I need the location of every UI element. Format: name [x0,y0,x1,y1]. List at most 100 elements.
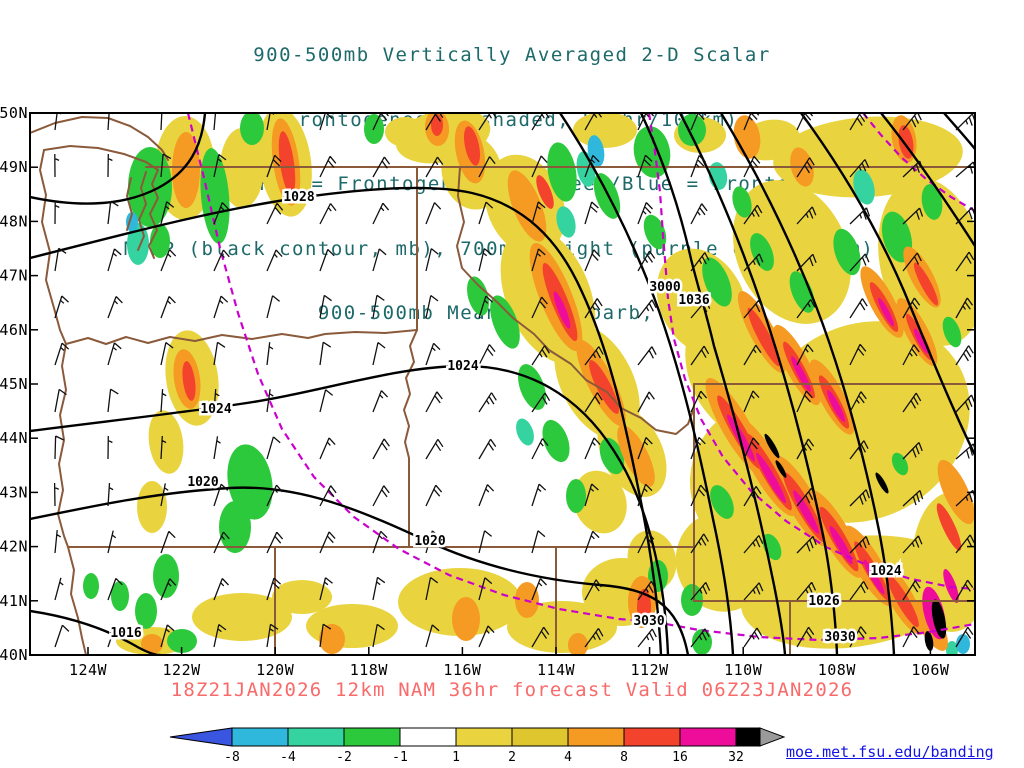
shading-blob-green [643,214,667,250]
shading-blob-red [747,307,781,367]
shading-blob-green [83,573,99,599]
lon-label: 120W [256,661,295,679]
shading-blob-green [633,126,671,178]
mslp-contour-layer [31,114,974,654]
shading-blob-magenta [793,490,819,534]
colorbar-seg-orange [567,727,625,747]
lon-label: 114W [537,661,576,679]
border-wa-or-columbia-river [65,329,418,345]
lon-label: 116W [443,661,482,679]
contour-label-mslp: 1036 [678,293,709,308]
lat-label: 49N [0,158,28,176]
colorbar-tick-label: 1 [452,750,460,765]
colorbar-seg-yellow2 [511,727,569,747]
title-line-1: 900-500mb Vertically Averaged 2-D Scalar [253,44,771,66]
colorbar-tick-label: 8 [620,750,628,765]
colorbar-left-arrow [169,727,233,747]
colorbar-tick-label: 4 [564,750,572,765]
shading-blob-green [566,479,586,513]
lon-label: 106W [911,661,950,679]
mslp-contour [559,114,735,654]
frontogenesis-shading-layer [83,114,974,654]
contour-label-mslp: 1028 [283,190,314,205]
lat-label: 45N [0,375,28,393]
shading-blob-green [490,295,520,349]
shading-blob-magenta [829,525,853,565]
mslp-contour [31,486,690,654]
lon-label: 122W [163,661,202,679]
lat-label: 46N [0,321,28,339]
shading-blob-magenta [863,559,885,595]
colorbar-seg-cyan [231,727,289,747]
shading-blob-green [153,554,179,598]
shading-blob-orange [568,633,588,654]
shading-blob-magenta [878,297,894,327]
colorbar-tick-label: -2 [336,750,352,765]
shading-blob-green [599,437,625,475]
contour-label-height: 3030 [824,630,855,645]
coastline-strait-juan-de-fuca [43,145,159,171]
credit-link[interactable]: moe.met.fsu.edu/banding [786,743,994,761]
shading-blob-black [924,631,934,651]
shading-blob-red [182,361,196,401]
colorbar-scale: -8 -4 -2 -1 1 2 4 8 16 32 [169,727,786,765]
shading-blob-green [542,419,570,463]
puget-sound [126,169,159,259]
mslp-contour [640,114,787,654]
coastline-oregon-california [57,343,87,654]
shading-blob-red [589,360,619,414]
shading-blob-green [702,257,732,307]
shading-blob-green [942,316,962,348]
lat-label: 47N [0,267,28,285]
shading-blob-green [135,593,157,629]
shading-blob-teal [556,206,576,238]
border-or-id-snake-river [403,329,418,548]
colorbar-tick-label: -1 [392,750,408,765]
shading-blob-red [431,114,443,136]
shading-blob-yellow [732,180,852,324]
mslp-contour [880,114,974,247]
lat-label: 44N [0,429,28,447]
shading-blob-yellow [385,117,425,147]
mslp-contour [31,609,161,654]
height-contour [648,114,974,591]
shading-blob-green [732,186,752,218]
shading-blob-red [463,126,481,166]
shading-blob-green [467,276,489,316]
contour-label-height: 3030 [633,614,664,629]
contour-label-mslp: 1026 [808,594,839,609]
lat-label: 43N [0,483,28,501]
contour-label-mslp: 1024 [870,564,901,579]
lon-label: 108W [818,661,857,679]
shading-blob-green [240,114,264,145]
shading-blob-red [936,503,962,551]
shading-blob-magenta [553,291,571,329]
colorbar-tick-label: -8 [224,750,240,765]
shading-blob-green [833,228,861,276]
coastline-washington [39,149,67,345]
shading-blob-magenta [791,356,811,392]
shading-blob-orange [507,170,547,242]
lon-label: 118W [350,661,389,679]
shading-blob-yellow [137,481,167,533]
shading-blob-cyan [956,634,970,654]
shading-blob-red [637,589,651,625]
shading-blob-teal [853,169,875,205]
shading-blob-cyan [126,212,138,232]
shading-blob-green [150,224,170,258]
colorbar-right-arrow [759,727,786,747]
mslp-contour [943,114,974,150]
contour-label-mslp: 1024 [200,402,231,417]
wind-barbs [53,114,974,648]
axes-layer: 50N 49N 48N 47N 46N 45N 44N 43N 42N 41N 40N 124W 122… [0,104,975,679]
contour-label-height: 3000 [649,280,680,295]
colorbar-seg-red [623,727,681,747]
shading-blob-green [692,629,712,654]
shading-blob-orange [452,597,480,641]
colorbar-tick-label: 2 [508,750,516,765]
shading-blob-teal [516,418,534,446]
forecast-caption: 18Z21JAN2026 12km NAM 36hr forecast Vali… [170,679,854,701]
lon-label: 110W [724,661,763,679]
